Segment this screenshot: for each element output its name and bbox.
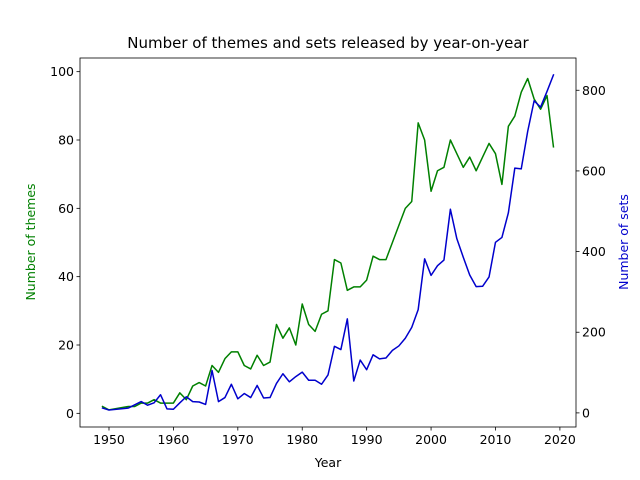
right-y-tick-label: 200 — [582, 325, 606, 340]
x-tick-label: 1990 — [351, 432, 383, 447]
plot-frame — [79, 57, 577, 428]
right-y-tick-label: 0 — [582, 405, 590, 420]
left-y-tick-label: 20 — [58, 338, 74, 353]
x-axis-title: Year — [314, 455, 342, 470]
axes-layer: 1950 1960 1970 1980 1990 2000 2010 202002040608… — [50, 57, 606, 447]
left-y-tick-label: 60 — [58, 201, 74, 216]
x-tick-label: 1970 — [222, 432, 254, 447]
right-y-tick-label: 800 — [582, 83, 606, 98]
x-tick-label: 2010 — [480, 432, 512, 447]
chart-title: Number of themes and sets released by ye… — [127, 34, 529, 52]
series-line-sets — [101, 73, 555, 411]
right-y-axis-title: Number of sets — [616, 194, 631, 290]
series-line-themes — [101, 77, 555, 411]
series-layer — [101, 73, 555, 411]
left-y-axis-title: Number of themes — [23, 183, 38, 300]
left-y-tick-label: 0 — [66, 406, 74, 421]
x-tick-label: 1960 — [157, 432, 189, 447]
x-tick-label: 2000 — [415, 432, 447, 447]
x-tick-label: 2020 — [544, 432, 576, 447]
left-y-tick-label: 80 — [58, 133, 74, 148]
x-tick-label: 1980 — [286, 432, 318, 447]
right-y-tick-label: 400 — [582, 244, 606, 259]
left-y-tick-label: 100 — [50, 64, 74, 79]
right-y-tick-label: 600 — [582, 163, 606, 178]
left-y-tick-label: 40 — [58, 269, 74, 284]
x-tick-label: 1950 — [93, 432, 125, 447]
